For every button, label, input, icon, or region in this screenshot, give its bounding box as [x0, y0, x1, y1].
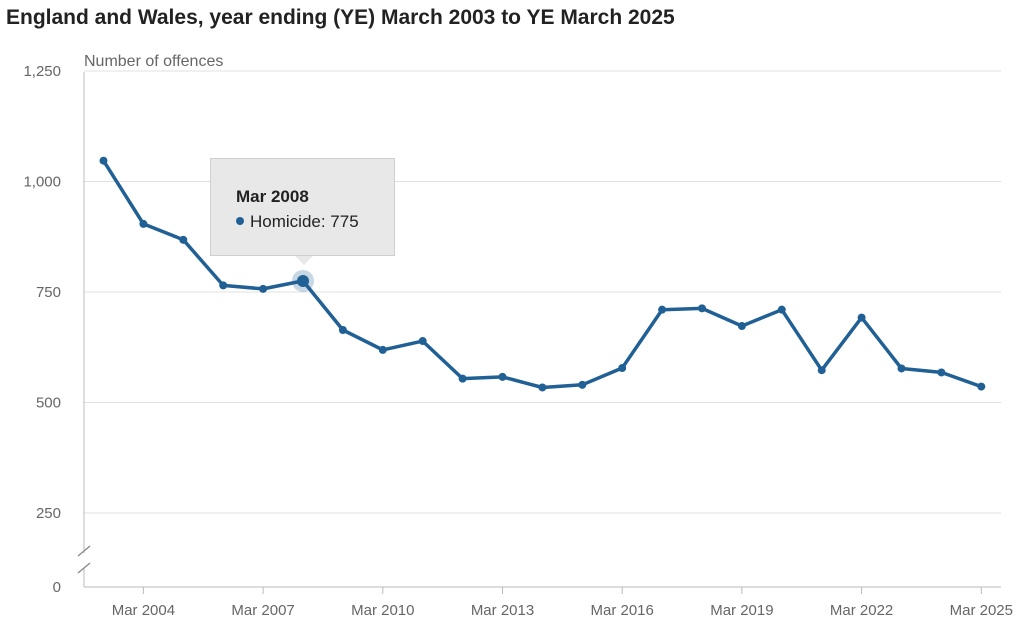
- series-dot-icon: [236, 216, 244, 225]
- data-point: [538, 383, 547, 392]
- data-point: [658, 305, 667, 314]
- data-point: [139, 219, 148, 228]
- y-tick-label: 1,250: [23, 63, 61, 80]
- data-point: [618, 364, 627, 373]
- data-point: [857, 313, 866, 322]
- data-point: [418, 337, 427, 346]
- y-tick-label: 250: [36, 505, 61, 522]
- data-point: [458, 374, 467, 383]
- tooltip-row: Homicide: 775: [236, 212, 359, 232]
- data-point: [937, 368, 946, 377]
- x-tick-label: Mar 2010: [351, 602, 414, 619]
- tooltip-title: Mar 2008: [236, 187, 309, 206]
- axis-break-mark: [77, 562, 91, 574]
- data-point: [378, 345, 387, 354]
- x-tick-label: Mar 2016: [591, 602, 654, 619]
- x-tick-label: Mar 2007: [231, 602, 294, 619]
- data-point: [977, 382, 986, 391]
- data-point: [99, 156, 108, 165]
- y-axis-label: Number of offences: [84, 53, 223, 70]
- data-point: [578, 380, 587, 389]
- tooltip: Mar 2008 Homicide: 775: [210, 158, 395, 256]
- data-point: [179, 235, 188, 244]
- y-tick-label: 500: [36, 395, 61, 412]
- data-point: [297, 274, 309, 287]
- tooltip-arrow: [295, 256, 313, 265]
- tooltip-value: Homicide: 775: [250, 212, 359, 231]
- data-point: [259, 284, 268, 293]
- data-point: [777, 305, 786, 314]
- y-tick-label: 1,000: [23, 174, 61, 191]
- data-point: [737, 322, 746, 331]
- x-tick-label: Mar 2013: [471, 602, 534, 619]
- y-tick-label: 750: [36, 284, 61, 301]
- data-point: [897, 364, 906, 373]
- x-tick-label: Mar 2019: [710, 602, 773, 619]
- data-point: [219, 281, 228, 290]
- x-tick-label: Mar 2022: [830, 602, 893, 619]
- chart-title: England and Wales, year ending (YE) Marc…: [6, 6, 675, 29]
- axis-break-mark: [77, 545, 91, 557]
- data-point: [817, 366, 826, 375]
- data-point: [698, 304, 706, 313]
- x-tick-label: Mar 2025: [950, 602, 1013, 619]
- data-point: [338, 326, 347, 335]
- data-point: [498, 372, 507, 381]
- x-tick-label: Mar 2004: [112, 602, 175, 619]
- y-tick-label: 0: [53, 579, 61, 596]
